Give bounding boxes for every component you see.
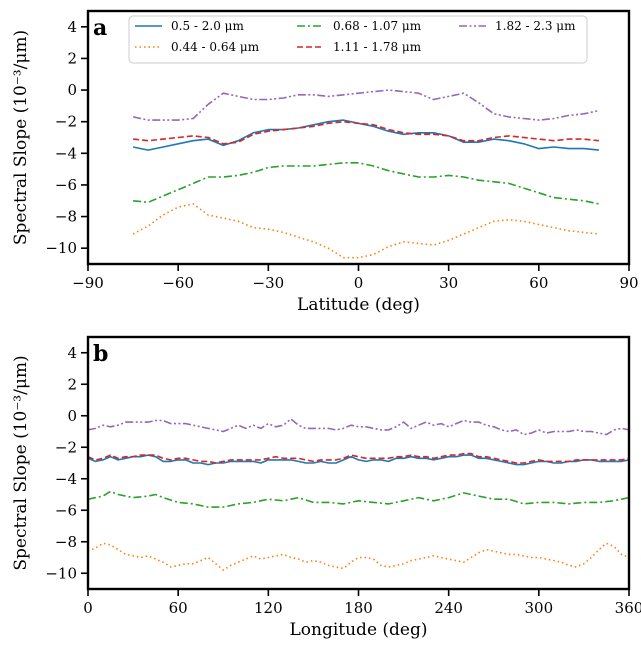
- legend: 0.5 - 2.0 μm 0.44 - 0.64 μm 0.68 - 1.07 μm…: [128, 15, 588, 64]
- series-line-1: [132, 203, 599, 259]
- series-line-2: [88, 490, 629, 508]
- x-tick-label: 60: [529, 274, 548, 292]
- series-line-1: [88, 542, 629, 571]
- legend-entry: 0.44 - 0.64 μm: [171, 40, 260, 54]
- x-axis-label: Latitude (deg): [297, 295, 420, 315]
- series-lines: [132, 89, 600, 259]
- series-line-2: [133, 162, 600, 205]
- plot-frame: [86, 335, 631, 591]
- y-tick-label: 0: [67, 407, 77, 425]
- y-tick-label: −8: [55, 533, 77, 551]
- x-tick-label: 300: [525, 599, 554, 617]
- y-tick-label: −2: [55, 113, 77, 131]
- y-tick-label: 4: [67, 344, 77, 362]
- y-tick-label: −2: [55, 438, 77, 456]
- y-axis-label: Spectral Slope (10⁻³/μm): [11, 30, 31, 245]
- y-tick-label: −8: [55, 208, 77, 226]
- x-tick-label: 240: [434, 599, 463, 617]
- x-tick-label: −90: [72, 274, 104, 292]
- series-line-3: [133, 120, 599, 145]
- series-line-4: [88, 418, 629, 436]
- series-lines: [88, 418, 629, 571]
- legend-entry: 1.11 - 1.78 μm: [333, 40, 422, 54]
- x-tick-label: −60: [162, 274, 194, 292]
- x-tick-label: 360: [615, 599, 641, 617]
- x-tick-label: −30: [253, 274, 285, 292]
- legend-entry: 0.5 - 2.0 μm: [171, 19, 244, 33]
- y-axis-label: Spectral Slope (10⁻³/μm): [11, 355, 31, 570]
- panel-label: a: [93, 15, 107, 41]
- panel-label: b: [93, 341, 108, 367]
- y-tick-label: −4: [55, 144, 77, 162]
- series-line-0: [88, 454, 629, 466]
- x-tick-label: 0: [354, 274, 364, 292]
- y-tick-label: −6: [55, 176, 77, 194]
- series-line-3: [88, 452, 629, 464]
- y-tick-label: −10: [45, 564, 77, 582]
- x-tick-label: 60: [169, 599, 188, 617]
- y-tick-label: 2: [67, 375, 77, 393]
- x-tick-label: 30: [439, 274, 458, 292]
- y-tick-label: −6: [55, 501, 77, 519]
- y-tick-label: 4: [67, 18, 77, 36]
- chart-panel-b: 0 60 120 180 240 300 360 −10 −8 −6 −4 −2 0 2 4 Longitud…: [11, 335, 641, 640]
- x-tick-label: 90: [619, 274, 638, 292]
- y-tick-label: −10: [45, 239, 77, 257]
- y-tick-label: 0: [67, 81, 77, 99]
- x-axis-label: Longitude (deg): [289, 620, 427, 640]
- legend-box: [128, 15, 588, 64]
- x-tick-label: 180: [344, 599, 373, 617]
- x-tick-label: 0: [83, 599, 93, 617]
- legend-entry: 0.68 - 1.07 μm: [333, 19, 422, 33]
- y-tick-label: 2: [67, 49, 77, 67]
- legend-entry: 1.82 - 2.3 μm: [495, 19, 576, 33]
- series-line-4: [132, 89, 600, 121]
- y-tick-label: −4: [55, 470, 77, 488]
- chart-panel-a: −90 −60 −30 0 30 60 90 −10 −8 −6 −4 −2 0 2 4 Latitude (…: [11, 9, 639, 315]
- x-tick-label: 120: [254, 599, 283, 617]
